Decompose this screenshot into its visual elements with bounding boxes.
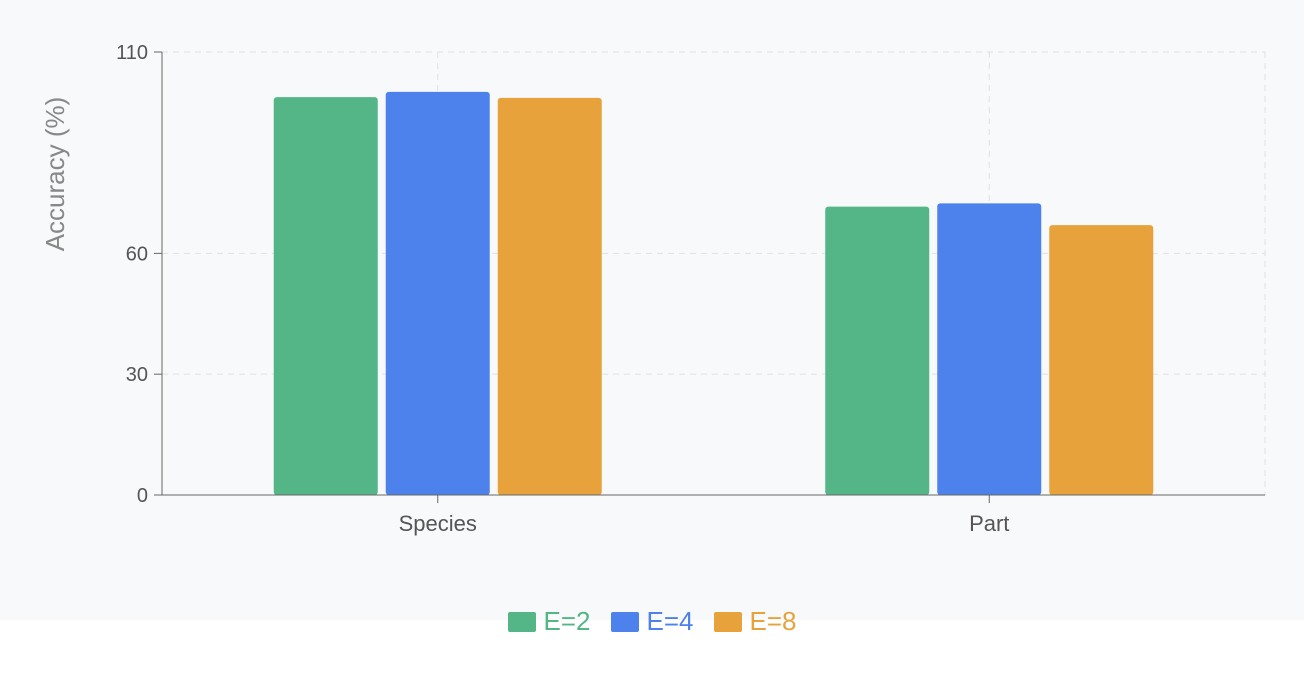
legend-swatch — [507, 611, 536, 632]
legend-swatch — [610, 611, 639, 632]
legend-label: E=4 — [646, 606, 694, 636]
bar-E2-species — [273, 97, 378, 495]
bar-E8-part — [1049, 225, 1154, 495]
y-tick-label: 0 — [137, 485, 148, 507]
legend-item[interactable]: E=8 — [713, 606, 797, 637]
legend-label: E=8 — [749, 606, 797, 636]
bar-E8-species — [497, 97, 602, 495]
x-tick-label: Part — [969, 511, 1009, 536]
legend-item[interactable]: E=4 — [610, 606, 694, 637]
legend-swatch — [713, 611, 742, 632]
bar-E2-part — [825, 206, 930, 495]
bar-E4-species — [385, 91, 490, 496]
bar-E4-part — [937, 203, 1042, 495]
x-tick-label: Species — [399, 511, 477, 536]
y-tick-label: 110 — [116, 42, 148, 64]
bar-chart: 0 30 60 110 Species Part Accuracy (%) — [40, 42, 1266, 536]
y-tick-label: 30 — [126, 364, 148, 386]
y-tick-label: 60 — [126, 243, 148, 265]
legend: E=2 E=4 E=8 — [0, 606, 1304, 637]
y-axis-label: Accuracy (%) — [40, 97, 70, 252]
legend-item[interactable]: E=2 — [507, 606, 591, 637]
legend-label: E=2 — [543, 606, 591, 636]
